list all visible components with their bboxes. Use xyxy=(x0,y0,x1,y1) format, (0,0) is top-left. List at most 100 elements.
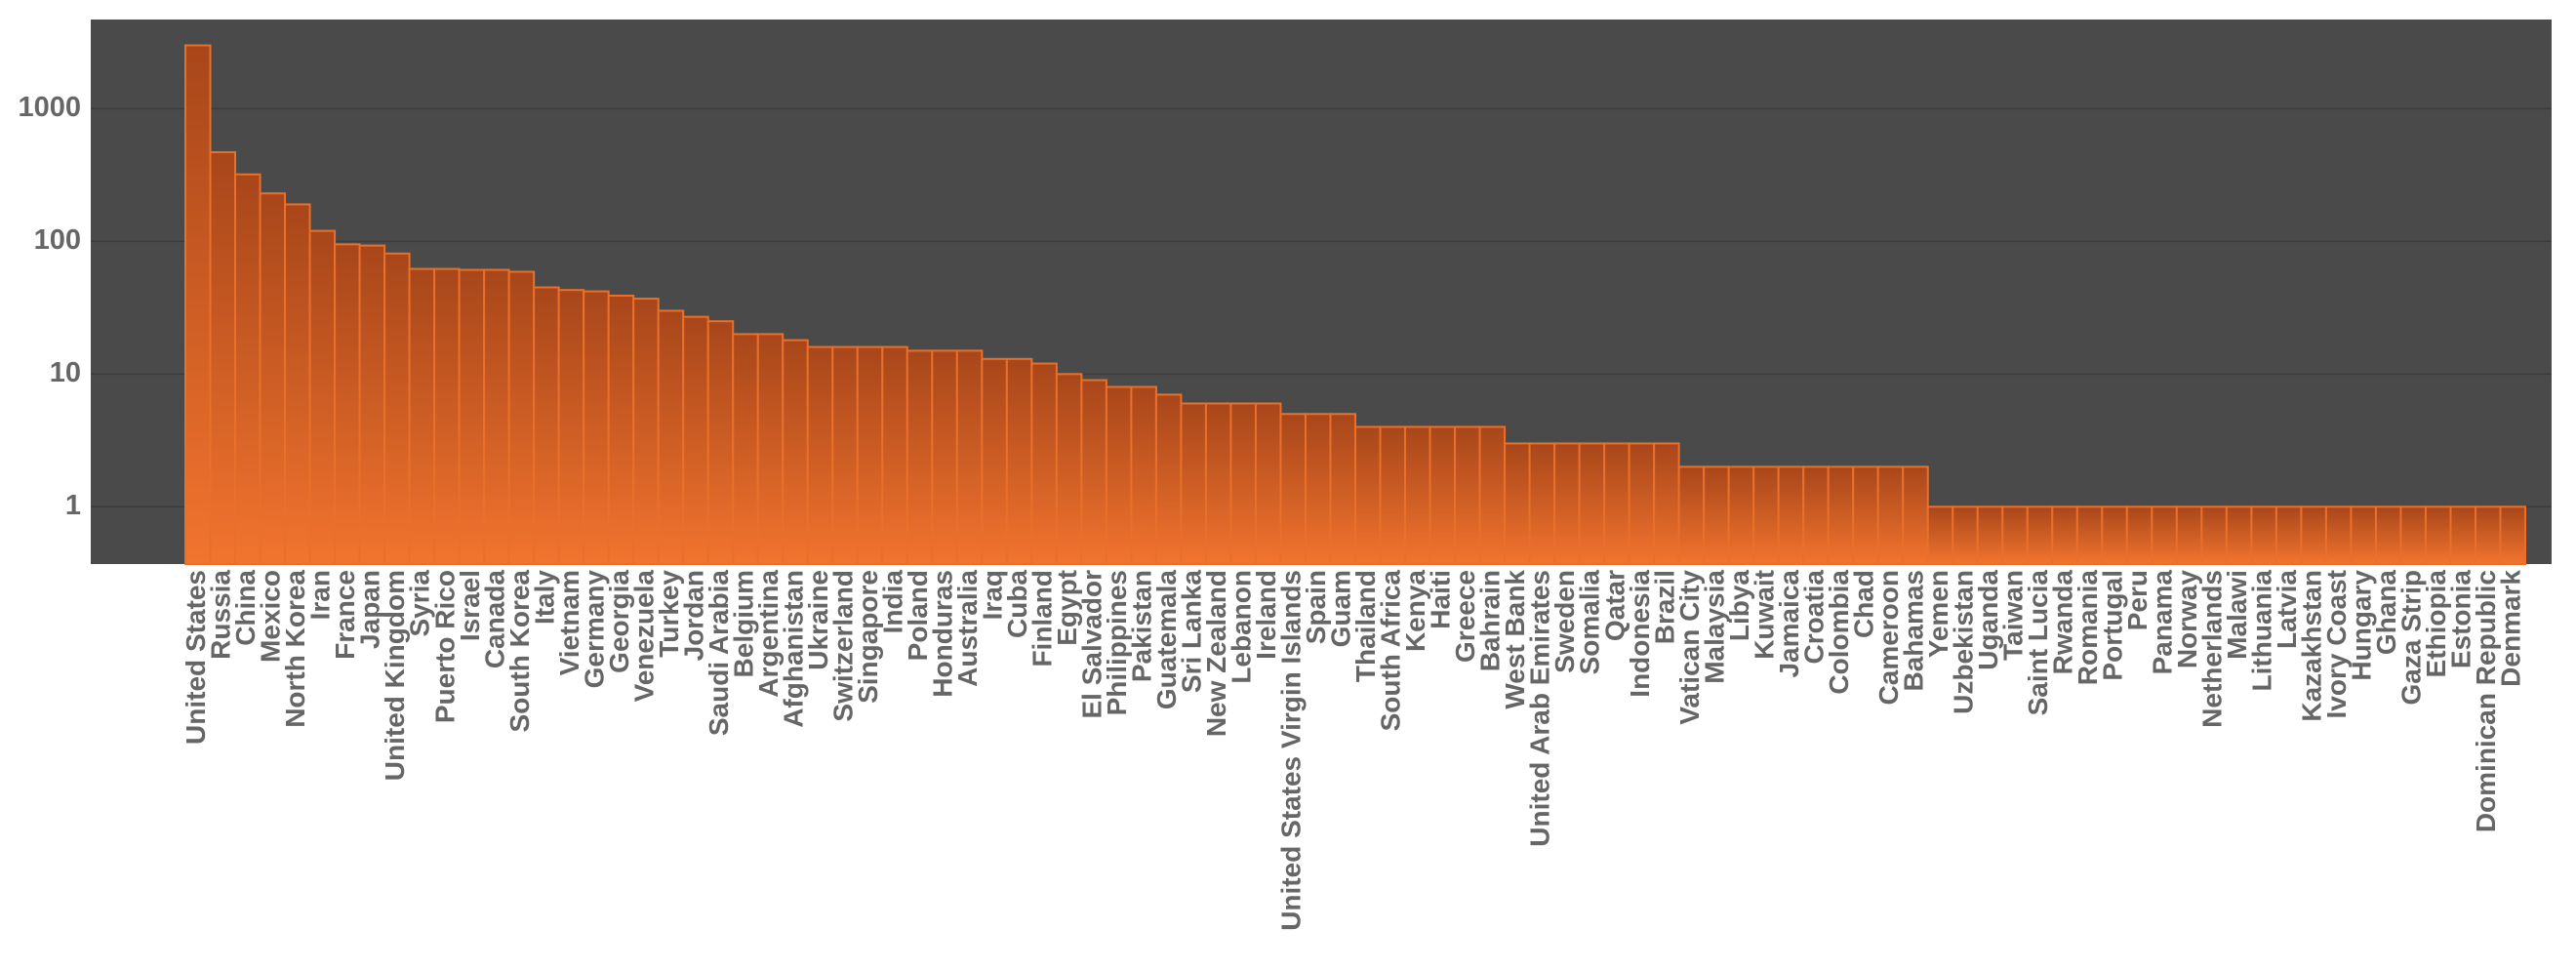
y-tick-label: 1 xyxy=(65,490,81,521)
bar xyxy=(2075,505,2104,566)
bar xyxy=(2424,505,2452,566)
x-tick-label: Lithuania xyxy=(2247,570,2277,692)
bar xyxy=(1553,442,1581,565)
x-tick-label: Germany xyxy=(579,570,609,689)
bar xyxy=(782,339,809,565)
x-tick-label: Uzbekistan xyxy=(1948,570,1978,714)
bar xyxy=(458,268,486,565)
bar xyxy=(2474,505,2502,566)
x-tick-label: Mexico xyxy=(256,570,286,663)
x-tick-label: Australia xyxy=(952,570,983,687)
bar xyxy=(184,44,212,566)
bar xyxy=(1504,442,1531,565)
bar xyxy=(2324,505,2353,566)
x-tick-label: Spain xyxy=(1301,570,1331,644)
x-tick-label: Rwanda xyxy=(2047,570,2077,675)
bar xyxy=(1727,465,1755,566)
x-tick-label: Israel xyxy=(455,570,485,641)
x-tick-label: Iran xyxy=(305,570,336,620)
x-tick-label: West Bank xyxy=(1500,570,1530,709)
x-tick-label: El Salvador xyxy=(1077,570,1107,719)
x-tick-label: South Korea xyxy=(504,570,535,733)
x-tick-label: Cuba xyxy=(1002,570,1032,638)
bar xyxy=(408,267,436,565)
bar xyxy=(1329,413,1357,566)
x-tick-label: India xyxy=(877,570,907,634)
bar xyxy=(2449,505,2476,566)
x-tick-label: Syria xyxy=(405,570,435,637)
bar xyxy=(607,294,635,565)
x-tick-label: North Korea xyxy=(280,570,310,728)
bar xyxy=(2151,505,2178,566)
bar xyxy=(1354,425,1382,565)
x-tick-label: Ethiopia xyxy=(2421,570,2451,678)
x-tick-label: Japan xyxy=(355,570,385,649)
bar xyxy=(881,345,908,565)
bar xyxy=(682,315,709,565)
bar xyxy=(1628,442,1656,565)
y-tick-label: 10 xyxy=(50,357,81,388)
x-tick-label: France xyxy=(330,570,360,660)
bar xyxy=(1802,465,1830,566)
bar xyxy=(259,192,287,565)
x-tick-label: Kazakhstan xyxy=(2297,570,2327,722)
x-tick-label: Qatar xyxy=(1599,570,1630,641)
bar xyxy=(732,333,759,565)
x-tick-label: Pakistan xyxy=(1127,570,1157,682)
bar xyxy=(2225,505,2253,566)
bar xyxy=(632,298,660,565)
bar xyxy=(1926,505,1954,566)
bar xyxy=(2274,505,2303,566)
x-tick-label: Kuwait xyxy=(1749,570,1779,660)
bar xyxy=(657,309,685,565)
bar xyxy=(334,243,361,565)
bar xyxy=(1254,402,1282,566)
x-tick-label: Indonesia xyxy=(1625,570,1655,698)
x-tick-label: United States Virgin Islands xyxy=(1276,570,1307,931)
x-tick-label: Turkey xyxy=(654,570,684,658)
x-tick-label: Venezuela xyxy=(628,570,659,703)
x-tick-label: Guam xyxy=(1326,570,1356,647)
x-tick-label: Hungary xyxy=(2347,570,2377,681)
bar xyxy=(1055,373,1083,565)
x-tick-label: Singapore xyxy=(853,570,883,704)
bar xyxy=(1852,465,1879,566)
bar xyxy=(1130,385,1157,565)
bar xyxy=(706,320,735,565)
x-tick-label: Canada xyxy=(479,570,509,669)
x-tick-label: Uganda xyxy=(1973,570,2003,670)
bar xyxy=(1279,413,1307,566)
bar xyxy=(1454,425,1481,565)
x-tick-label: South Africa xyxy=(1376,570,1406,732)
x-tick-label: Iraq xyxy=(977,570,1007,620)
bar xyxy=(1752,465,1780,566)
x-tick-label: Italy xyxy=(529,570,559,625)
bar xyxy=(2499,505,2526,566)
x-tick-label: Romania xyxy=(2073,570,2103,686)
bar xyxy=(2175,505,2203,566)
bar xyxy=(1080,379,1107,566)
x-tick-label: Estonia xyxy=(2446,570,2476,669)
x-tick-label: Russia xyxy=(206,570,236,660)
bar xyxy=(1952,505,1979,566)
bar xyxy=(1478,425,1507,565)
bar xyxy=(1876,465,1905,566)
x-tick-label: Yemen xyxy=(1923,570,1953,658)
bar xyxy=(806,345,834,565)
bar xyxy=(1976,505,2004,566)
bar xyxy=(1180,402,1207,566)
x-tick-label: Panama xyxy=(2147,570,2177,675)
bar xyxy=(931,349,958,565)
x-tick-label: United Kingdom xyxy=(380,570,410,781)
x-tick-label: Ukraine xyxy=(803,570,833,670)
bar xyxy=(2200,505,2228,566)
bar xyxy=(1204,402,1232,566)
bar xyxy=(2350,505,2377,566)
bar xyxy=(2026,505,2054,566)
x-tick-label: Somalia xyxy=(1575,570,1605,675)
bar xyxy=(1379,425,1407,565)
bar xyxy=(1005,357,1033,566)
bar xyxy=(1030,362,1058,565)
x-tick-label: Norway xyxy=(2172,570,2202,669)
